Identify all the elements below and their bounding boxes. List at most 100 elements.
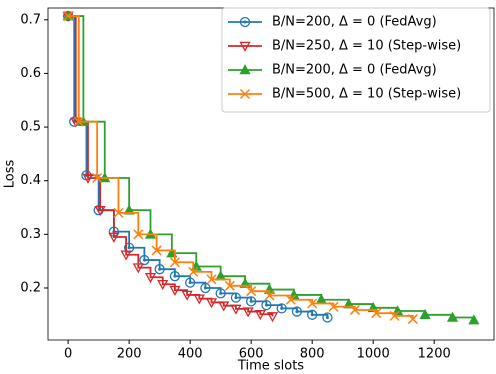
y-tick-label: 0.7 (20, 12, 41, 27)
marker-dot (243, 20, 247, 24)
marker (239, 41, 251, 52)
marker-ring (239, 16, 251, 28)
marker (291, 306, 303, 317)
marker (82, 173, 94, 184)
marker (224, 280, 235, 291)
legend-label: B/N=200, Δ = 0 (FedAvg) (272, 63, 437, 78)
marker (246, 286, 257, 297)
marker (230, 292, 242, 303)
marker-dot (310, 313, 314, 317)
marker-dot (234, 296, 238, 300)
marker (446, 311, 459, 322)
marker-ring (123, 242, 135, 253)
marker (371, 308, 382, 319)
marker (246, 296, 257, 307)
marker (157, 279, 169, 291)
y-tick-label: 0.6 (20, 66, 41, 81)
marker (264, 290, 275, 301)
y-tick-label: 0.4 (20, 173, 41, 188)
marker (218, 301, 230, 312)
marker (94, 205, 106, 217)
marker (73, 116, 84, 127)
marker-dot (325, 315, 329, 319)
marker (254, 310, 266, 321)
marker-ring (322, 312, 333, 323)
marker-dot (249, 299, 253, 303)
marker (188, 266, 199, 277)
marker-ring (307, 309, 318, 320)
marker (230, 304, 242, 315)
marker (328, 301, 339, 312)
marker-ring (276, 303, 287, 314)
marker-dot (142, 258, 146, 262)
y-tick-label: 0.5 (20, 120, 41, 135)
legend: B/N=200, Δ = 0 (FedAvg) B/N=250, Δ = 10 (… (221, 7, 491, 113)
marker-ring (139, 254, 150, 266)
marker (322, 312, 333, 323)
marker (205, 298, 218, 309)
marker-ring (230, 292, 242, 303)
marker (468, 314, 480, 325)
marker-dot (158, 267, 162, 271)
marker (206, 274, 217, 285)
marker (200, 282, 211, 294)
marker (242, 307, 254, 318)
legend-label: B/N=250, Δ = 10 (Step-wise) (272, 39, 461, 54)
marker (113, 207, 124, 218)
marker-dot (188, 281, 192, 285)
marker (266, 312, 279, 323)
marker-dot (127, 246, 131, 250)
marker-dot (219, 291, 223, 295)
marker (63, 11, 74, 22)
marker (139, 254, 150, 266)
legend-label: B/N=200, Δ = 0 (FedAvg) (272, 15, 437, 30)
marker-ring (246, 296, 257, 307)
x-tick-label: 800 (300, 347, 325, 362)
marker (144, 272, 157, 284)
marker (92, 172, 103, 184)
y-tick-label: 0.3 (20, 227, 41, 242)
marker (215, 288, 226, 299)
marker-ring (154, 264, 165, 275)
marker (123, 204, 135, 215)
marker (120, 250, 132, 261)
marker-dot (173, 274, 177, 278)
y-axis-label: Loss (3, 160, 18, 189)
marker-dot (203, 286, 207, 290)
marker (108, 232, 120, 243)
x-tick-label: 1000 (357, 347, 390, 362)
x-axis-label: Time slots (237, 359, 304, 374)
marker (132, 263, 144, 274)
x-tick-label: 600 (239, 347, 264, 362)
y-tick-label: 0.2 (20, 280, 41, 295)
marker (169, 285, 181, 296)
x-tick-label: 1200 (418, 347, 451, 362)
marker-ring (200, 282, 211, 294)
marker (181, 290, 193, 301)
marker (239, 88, 251, 100)
marker (193, 294, 205, 305)
marker (419, 308, 431, 320)
marker (239, 64, 251, 75)
marker (133, 229, 144, 240)
x-tick-label: 0 (64, 347, 72, 362)
marker (285, 294, 296, 305)
marker-ring (185, 277, 196, 288)
marker (123, 242, 135, 253)
series-line (68, 15, 475, 321)
marker (169, 257, 180, 268)
marker (169, 271, 181, 282)
marker (151, 245, 162, 256)
marker-ring (169, 271, 181, 282)
marker (185, 277, 196, 288)
x-tick-label: 400 (178, 347, 203, 362)
marker-dot (280, 306, 284, 310)
marker-ring (215, 288, 226, 299)
marker-dot (295, 310, 299, 314)
marker (307, 298, 318, 309)
marker (154, 264, 165, 275)
marker (261, 299, 272, 311)
marker (276, 303, 287, 314)
legend-box (221, 7, 491, 113)
